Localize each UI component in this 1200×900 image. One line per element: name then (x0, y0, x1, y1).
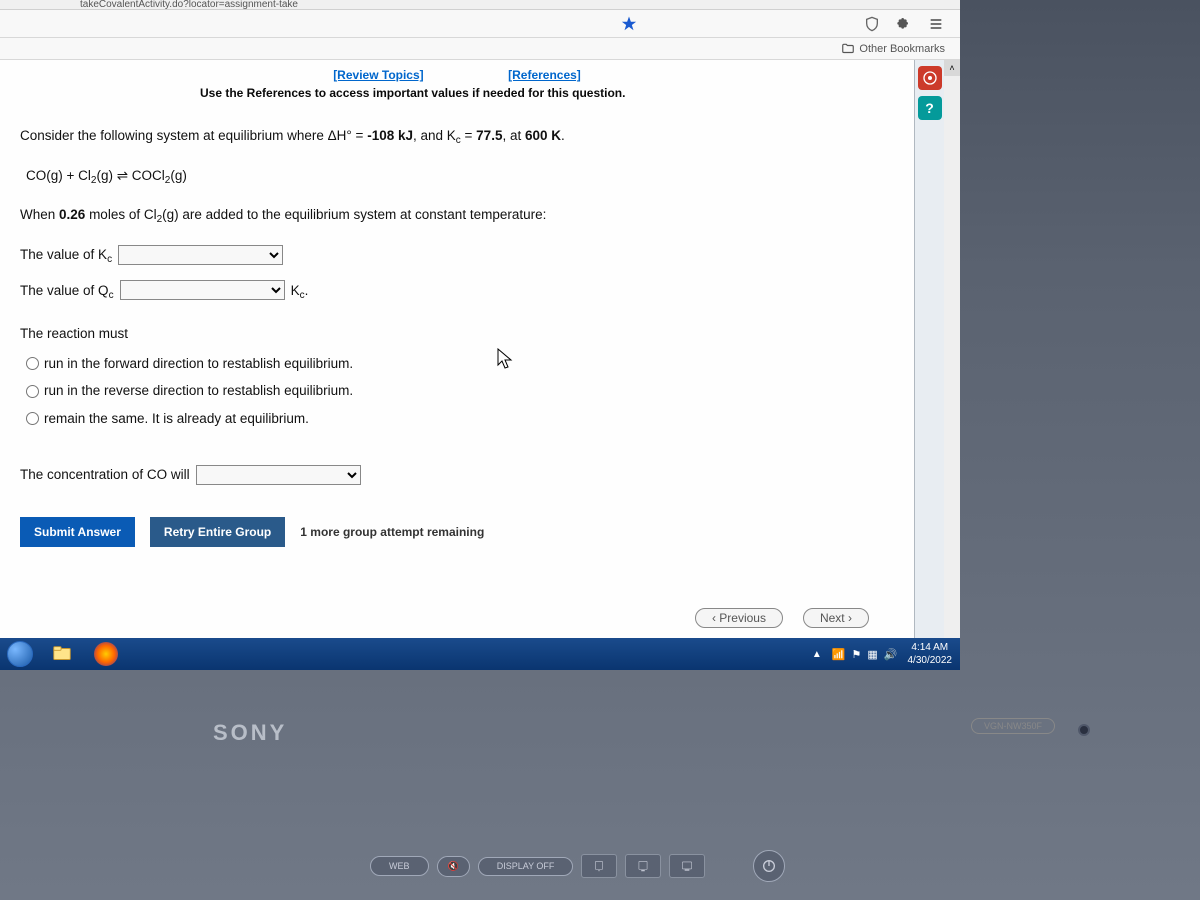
side-tool-red-icon[interactable] (918, 66, 942, 90)
radio-same-input[interactable] (26, 412, 39, 425)
f2-key[interactable] (625, 854, 661, 878)
content-wrap: [Review Topics] [References] Use the Ref… (0, 60, 960, 660)
when-line: When 0.26 moles of Cl2(g) are added to t… (20, 202, 894, 228)
review-topics-link[interactable]: [Review Topics] (333, 68, 423, 82)
firefox-taskbar-icon[interactable] (86, 640, 126, 668)
menu-icon[interactable] (927, 15, 945, 33)
intro-line: Consider the following system at equilib… (20, 123, 894, 149)
other-bookmarks-label: Other Bookmarks (859, 43, 945, 55)
submit-button[interactable]: Submit Answer (20, 517, 135, 547)
conc-select[interactable] (196, 465, 361, 485)
display-off-key[interactable]: DISPLAY OFF (478, 857, 574, 876)
attempts-text: 1 more group attempt remaining (300, 521, 484, 544)
address-bar[interactable]: takeCovalentActivity.do?locator=assignme… (0, 0, 960, 10)
equation: CO(g) + Cl2(g) ⇌ COCl2(g) (26, 163, 894, 189)
tray-icons: 📶 ⚑ ▦ 🔊 (832, 648, 898, 661)
url-text: takeCovalentActivity.do?locator=assignme… (80, 0, 298, 10)
next-button[interactable]: Next › (803, 608, 869, 628)
radio-forward-label: run in the forward direction to restabli… (44, 351, 353, 377)
web-key[interactable]: WEB (370, 856, 429, 876)
conc-row: The concentration of CO will (20, 462, 894, 488)
system-tray: ▲ 📶 ⚑ ▦ 🔊 4:14 AM 4/30/2022 (812, 641, 960, 667)
date-text: 4/30/2022 (908, 654, 953, 667)
conc-label: The concentration of CO will (20, 462, 190, 488)
volume-icon[interactable]: 🔊 (884, 648, 898, 661)
explorer-taskbar-icon[interactable] (42, 640, 82, 668)
radio-reverse[interactable]: run in the reverse direction to restabli… (26, 378, 894, 404)
bookmarks-bar: Other Bookmarks (0, 38, 960, 60)
side-column: ? ▴ ▾ (914, 60, 944, 660)
flag-icon[interactable]: ⚑ (852, 648, 862, 661)
kc-suffix: Kc. (291, 278, 309, 304)
start-orb-icon (7, 641, 33, 667)
webcam-icon (1078, 724, 1090, 736)
references-link[interactable]: [References] (508, 68, 581, 82)
top-links: [Review Topics] [References] (0, 60, 914, 86)
other-bookmarks-folder[interactable]: Other Bookmarks (841, 42, 945, 56)
taskbar: ▲ 📶 ⚑ ▦ 🔊 4:14 AM 4/30/2022 (0, 638, 960, 670)
retry-button[interactable]: Retry Entire Group (150, 517, 285, 547)
radio-forward[interactable]: run in the forward direction to restabli… (26, 351, 894, 377)
radio-forward-input[interactable] (26, 357, 39, 370)
kc-row: The value of Kc (20, 242, 894, 268)
qc-row: The value of Qc Kc. (20, 278, 894, 304)
qc-select[interactable] (120, 280, 285, 300)
kc-select[interactable] (118, 245, 283, 265)
f1-key[interactable] (581, 854, 617, 878)
previous-button[interactable]: ‹ Previous (695, 608, 783, 628)
keyboard-row: WEB 🔇 DISPLAY OFF (370, 850, 785, 882)
laptop-brand: SONY (213, 720, 287, 746)
tray-show-hidden-icon[interactable]: ▲ (812, 649, 822, 660)
radio-reverse-label: run in the reverse direction to restabli… (44, 378, 353, 404)
side-tool-help-icon[interactable]: ? (918, 96, 942, 120)
bookmark-star-icon[interactable] (620, 15, 638, 33)
question-panel: [Review Topics] [References] Use the Ref… (0, 60, 914, 660)
question-body: Consider the following system at equilib… (0, 108, 914, 562)
instruction-text: Use the References to access important v… (0, 86, 914, 108)
clock[interactable]: 4:14 AM 4/30/2022 (908, 641, 953, 667)
radio-same-label: remain the same. It is already at equili… (44, 406, 309, 432)
scroll-up-arrow-icon[interactable]: ˄ (944, 60, 960, 76)
shield-icon[interactable] (863, 15, 881, 33)
wifi-icon[interactable]: 📶 (832, 648, 846, 661)
power-button[interactable] (753, 850, 785, 882)
f3-key[interactable] (669, 854, 705, 878)
action-icon[interactable]: ▦ (867, 648, 877, 661)
mute-key[interactable]: 🔇 (437, 856, 470, 877)
browser-toolbar (0, 10, 960, 38)
nav-buttons: ‹ Previous Next › (695, 608, 869, 628)
button-row: Submit Answer Retry Entire Group 1 more … (20, 517, 894, 547)
reaction-must: The reaction must (20, 321, 894, 347)
kc-label: The value of Kc (20, 242, 112, 268)
qc-label: The value of Qc (20, 278, 114, 304)
radio-same[interactable]: remain the same. It is already at equili… (26, 406, 894, 432)
puzzle-icon[interactable] (895, 15, 913, 33)
radio-reverse-input[interactable] (26, 385, 39, 398)
laptop-model: VGN-NW350F (971, 718, 1055, 734)
scrollbar-track[interactable]: ˄ ˅ (944, 60, 960, 660)
start-button[interactable] (0, 638, 40, 670)
time-text: 4:14 AM (908, 641, 953, 654)
screen: takeCovalentActivity.do?locator=assignme… (0, 0, 960, 670)
